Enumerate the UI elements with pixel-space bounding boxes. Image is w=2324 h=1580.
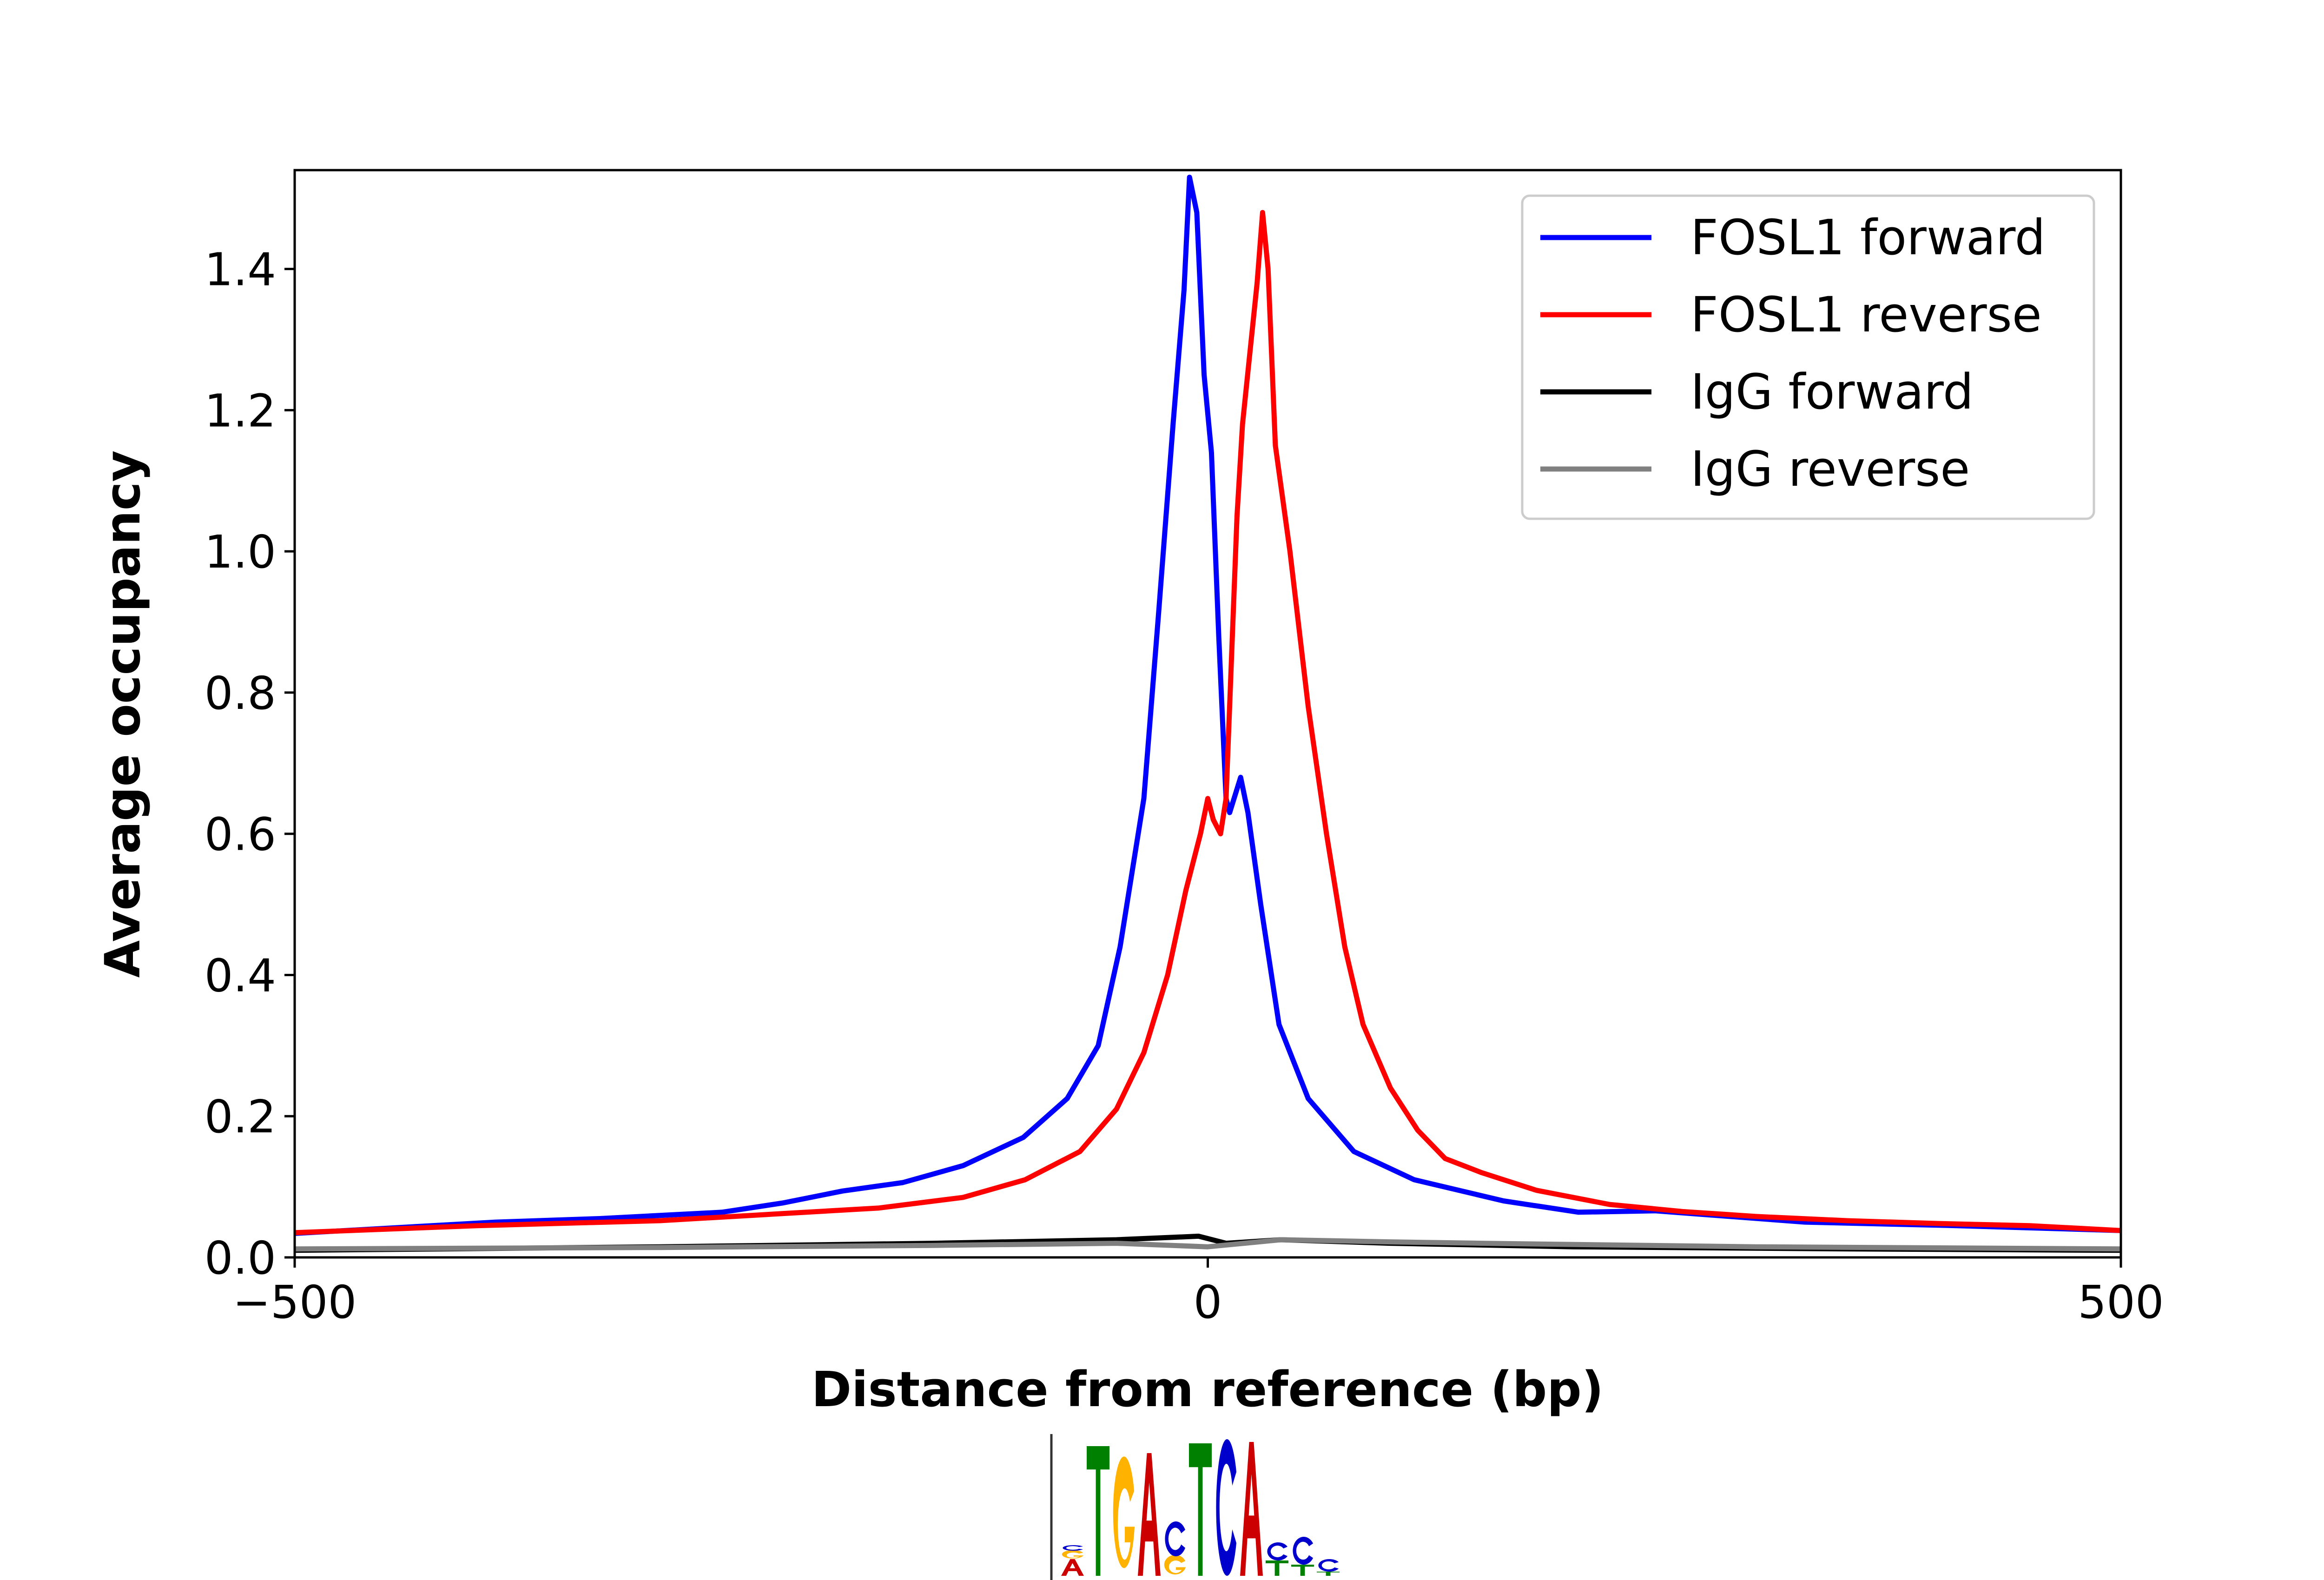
y-tick-label: 1.4 — [205, 244, 276, 296]
logo-letter-c — [1063, 1545, 1083, 1551]
logo-letter-g — [1164, 1555, 1186, 1575]
legend-entry: FOSL1 forward — [1540, 209, 2046, 266]
ticks-layer: −500 0 500 0.0 0.2 0.4 0.6 0.8 1.0 1.2 1.4 — [205, 244, 2164, 1329]
logo-letter-c — [1293, 1537, 1314, 1565]
legend-entry: IgG forward — [1540, 364, 1974, 420]
series-line-igg-reverse — [294, 1237, 2121, 1252]
series-line-fosl1-reverse — [294, 210, 2121, 1236]
y-tick-label: 0.2 — [205, 1091, 276, 1143]
logo-letter-t — [1291, 1565, 1314, 1576]
series-layer — [294, 174, 2121, 1253]
legend-label: FOSL1 forward — [1690, 209, 2046, 266]
y-axis-label: Average occupancy — [94, 450, 151, 978]
y-tick-label: 0.6 — [205, 808, 276, 861]
y-tick-label: 1.0 — [205, 526, 276, 578]
x-tick-label: 0 — [1194, 1276, 1222, 1329]
logo-letter-t — [1266, 1560, 1288, 1576]
logo-letter-t — [1317, 1572, 1340, 1576]
legend-entry: FOSL1 reverse — [1540, 286, 2042, 343]
legend-label: IgG reverse — [1690, 441, 1970, 497]
y-tick-label: 0.8 — [205, 667, 276, 720]
x-tick-label: 500 — [2078, 1276, 2164, 1329]
logo-letter-t — [1189, 1443, 1212, 1576]
x-tick-label: −500 — [233, 1276, 357, 1329]
logo-letter-a — [1240, 1442, 1263, 1576]
legend: FOSL1 forward FOSL1 reverse IgG forward IgG… — [1521, 194, 2095, 520]
y-tick-label: 0.4 — [205, 949, 276, 1002]
logo-letter-c — [1267, 1542, 1288, 1560]
logo-letter-g — [1062, 1550, 1084, 1559]
logo-letter-a — [1061, 1559, 1084, 1576]
motif-logo — [1050, 1434, 1340, 1580]
y-tick-label: 0.0 — [205, 1232, 276, 1284]
legend-box — [1521, 194, 2095, 520]
logo-letter-c — [1165, 1521, 1186, 1556]
logo-letter-t — [1087, 1446, 1109, 1576]
logo-letter-a — [1138, 1453, 1161, 1576]
logo-letter-c — [1216, 1439, 1237, 1576]
series-line-fosl1-forward — [294, 174, 2121, 1236]
logo-letter-g — [1113, 1456, 1135, 1568]
logo-letter-c — [1318, 1559, 1339, 1572]
legend-label: FOSL1 reverse — [1690, 286, 2042, 343]
y-tick-label: 1.2 — [205, 384, 276, 437]
legend-entry: IgG reverse — [1540, 441, 1970, 497]
x-axis-label: Distance from reference (bp) — [812, 1361, 1604, 1418]
legend-label: IgG forward — [1690, 364, 1974, 420]
